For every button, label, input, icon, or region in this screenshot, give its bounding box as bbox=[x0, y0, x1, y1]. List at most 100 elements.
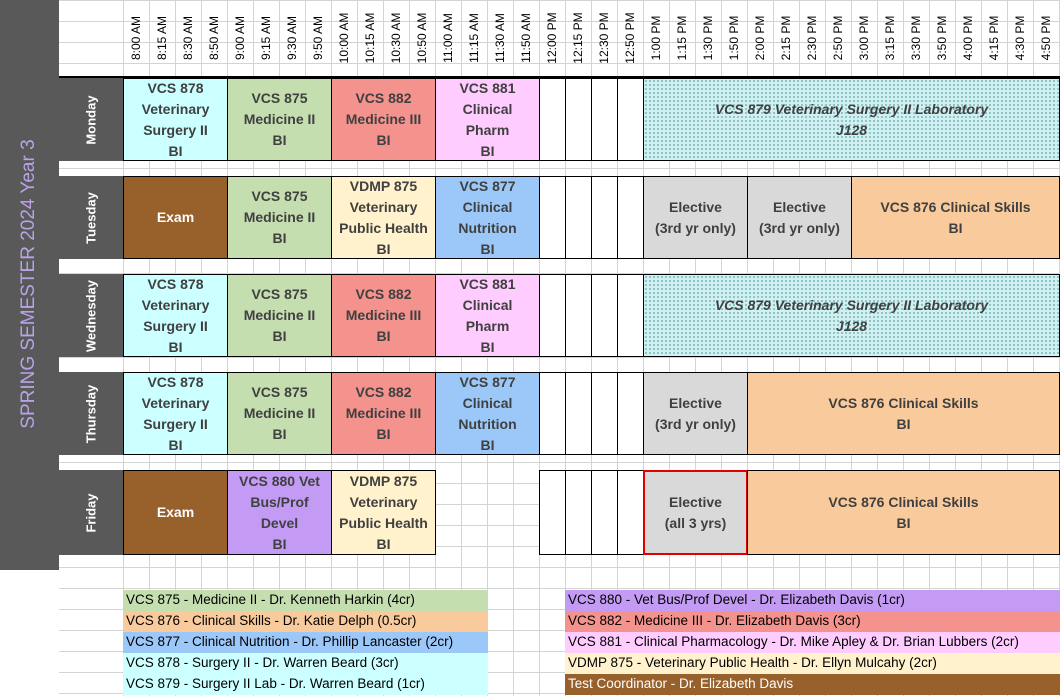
block-text: VCS 882 Medicine III BI bbox=[345, 286, 422, 344]
block-tuesday-exam[interactable]: Exam bbox=[123, 176, 228, 259]
time-label-text: 12:15 PM bbox=[571, 12, 585, 64]
grid-hline bbox=[59, 357, 1060, 358]
time-label: 8:50 AM bbox=[201, 0, 227, 76]
time-label-text: 10:30 AM bbox=[389, 12, 403, 64]
time-label-text: 11:50 AM bbox=[519, 13, 533, 63]
block-text: VCS 878 Veterinary Surgery II BI bbox=[141, 79, 210, 159]
empty-slot bbox=[591, 176, 618, 259]
time-label: 3:30 PM bbox=[903, 0, 929, 76]
block-monday-medicine2[interactable]: VCS 875 Medicine II BI bbox=[227, 78, 332, 161]
time-label: 11:30 AM bbox=[487, 0, 513, 76]
block-text: VDMP 875 Veterinary Public Health BI bbox=[339, 472, 428, 552]
legend-item-left: VCS 876 - Clinical Skills - Dr. Katie De… bbox=[123, 611, 488, 632]
time-label-text: 4:30 PM bbox=[1013, 15, 1027, 61]
block-tuesday-clinical-skills[interactable]: VCS 876 Clinical Skills BI bbox=[851, 176, 1060, 259]
time-label: 8:00 AM bbox=[123, 0, 149, 76]
empty-slot bbox=[539, 78, 566, 161]
block-friday-elective[interactable]: Elective (all 3 yrs) bbox=[643, 470, 748, 555]
time-label-text: 1:00 PM bbox=[649, 15, 663, 61]
block-wednesday-pharm[interactable]: VCS 881 Clinical Pharm BI bbox=[435, 274, 540, 357]
time-label-text: 9:00 AM bbox=[233, 15, 247, 61]
empty-slot bbox=[539, 274, 566, 357]
block-text: VCS 875 Medicine II BI bbox=[243, 384, 316, 442]
block-tuesday-publichealth[interactable]: VDMP 875 Veterinary Public Health BI bbox=[331, 176, 436, 259]
block-thursday-surgery[interactable]: VCS 878 Veterinary Surgery II BI bbox=[123, 372, 228, 455]
block-wednesday-medicine2[interactable]: VCS 875 Medicine II BI bbox=[227, 274, 332, 357]
time-label-text: 3:15 PM bbox=[883, 15, 897, 61]
empty-slot bbox=[539, 176, 566, 259]
time-label: 1:00 PM bbox=[643, 0, 669, 76]
block-thursday-medicine3[interactable]: VCS 882 Medicine III BI bbox=[331, 372, 436, 455]
legend-item-right: Test Coordinator - Dr. Elizabeth Davis bbox=[565, 674, 1060, 695]
time-label: 1:15 PM bbox=[669, 0, 695, 76]
time-label: 2:15 PM bbox=[773, 0, 799, 76]
block-text: VCS 879 Veterinary Surgery II Laboratory… bbox=[714, 297, 989, 334]
block-thursday-elective[interactable]: Elective (3rd yr only) bbox=[643, 372, 748, 455]
time-label: 11:00 AM bbox=[435, 0, 461, 76]
time-label: 1:50 PM bbox=[721, 0, 747, 76]
empty-slot bbox=[617, 372, 644, 455]
block-tuesday-medicine2[interactable]: VCS 875 Medicine II BI bbox=[227, 176, 332, 259]
time-label-text: 4:00 PM bbox=[961, 15, 975, 61]
empty-slot bbox=[591, 78, 618, 161]
block-text: VCS 877 Clinical Nutrition BI bbox=[458, 177, 517, 257]
time-label: 2:00 PM bbox=[747, 0, 773, 76]
empty-slot bbox=[591, 372, 618, 455]
block-friday-vetbus[interactable]: VCS 880 Vet Bus/Prof Devel BI bbox=[227, 470, 332, 555]
time-label-text: 1:50 PM bbox=[727, 15, 741, 61]
block-text: VCS 882 Medicine III BI bbox=[345, 90, 422, 148]
block-monday-medicine3[interactable]: VCS 882 Medicine III BI bbox=[331, 78, 436, 161]
block-thursday-clinical-skills[interactable]: VCS 876 Clinical Skills BI bbox=[747, 372, 1060, 455]
time-label-text: 12:00 PM bbox=[545, 12, 559, 64]
time-label: 12:00 PM bbox=[539, 0, 565, 76]
time-label-text: 11:30 AM bbox=[493, 13, 507, 63]
day-label-tuesday: Tuesday bbox=[59, 176, 123, 259]
time-label: 3:00 PM bbox=[851, 0, 877, 76]
day-label-monday: Monday bbox=[59, 78, 123, 161]
empty-slot bbox=[539, 372, 566, 455]
day-label-text: Wednesday bbox=[83, 279, 99, 352]
time-label-text: 10:15 AM bbox=[363, 12, 377, 64]
block-wednesday-surgery[interactable]: VCS 878 Veterinary Surgery II BI bbox=[123, 274, 228, 357]
time-label: 9:15 AM bbox=[253, 0, 279, 76]
block-tuesday-elective-2[interactable]: Elective (3rd yr only) bbox=[747, 176, 852, 259]
empty-slot bbox=[617, 274, 644, 357]
block-tuesday-elective-1[interactable]: Elective (3rd yr only) bbox=[643, 176, 748, 259]
time-label: 12:30 PM bbox=[591, 0, 617, 76]
block-text: Elective (3rd yr only) bbox=[655, 394, 736, 432]
block-thursday-medicine2[interactable]: VCS 875 Medicine II BI bbox=[227, 372, 332, 455]
legend-item-left: VCS 878 - Surgery II - Dr. Warren Beard … bbox=[123, 653, 488, 674]
block-monday-lab[interactable]: VCS 879 Veterinary Surgery II Laboratory… bbox=[643, 78, 1060, 161]
time-label-text: 2:15 PM bbox=[779, 15, 793, 61]
time-label-text: 3:30 PM bbox=[909, 15, 923, 61]
legend-item-right: VDMP 875 - Veterinary Public Health - Dr… bbox=[565, 653, 1060, 674]
time-label: 11:50 AM bbox=[513, 0, 539, 76]
time-label-text: 2:00 PM bbox=[753, 15, 767, 61]
grid-hline bbox=[59, 567, 1060, 568]
empty-slot bbox=[565, 372, 592, 455]
block-monday-surgery[interactable]: VCS 878 Veterinary Surgery II BI bbox=[123, 78, 228, 161]
time-label-text: 9:15 AM bbox=[259, 15, 273, 61]
block-text: VCS 878 Veterinary Surgery II BI bbox=[141, 275, 210, 355]
block-text: VCS 879 Veterinary Surgery II Laboratory… bbox=[714, 101, 989, 138]
time-label-text: 1:30 PM bbox=[701, 15, 715, 61]
block-monday-pharm[interactable]: VCS 881 Clinical Pharm BI bbox=[435, 78, 540, 161]
block-thursday-nutrition[interactable]: VCS 877 Clinical Nutrition BI bbox=[435, 372, 540, 455]
time-label: 10:00 AM bbox=[331, 0, 357, 76]
time-label-text: 10:50 AM bbox=[415, 12, 429, 64]
time-label-text: 4:50 PM bbox=[1039, 15, 1053, 61]
time-label-text: 8:00 AM bbox=[129, 15, 143, 61]
block-friday-exam[interactable]: Exam bbox=[123, 470, 228, 555]
block-wednesday-lab[interactable]: VCS 879 Veterinary Surgery II Laboratory… bbox=[643, 274, 1060, 357]
block-wednesday-medicine3[interactable]: VCS 882 Medicine III BI bbox=[331, 274, 436, 357]
block-tuesday-nutrition[interactable]: VCS 877 Clinical Nutrition BI bbox=[435, 176, 540, 259]
legend-item-left: VCS 877 - Clinical Nutrition - Dr. Phill… bbox=[123, 632, 488, 653]
block-friday-publichealth[interactable]: VDMP 875 Veterinary Public Health BI bbox=[331, 470, 436, 555]
legend-item-left: VCS 879 - Surgery II Lab - Dr. Warren Be… bbox=[123, 674, 488, 695]
time-label: 4:00 PM bbox=[955, 0, 981, 76]
time-label: 8:15 AM bbox=[149, 0, 175, 76]
block-text: VCS 877 Clinical Nutrition BI bbox=[458, 373, 517, 453]
legend-item-left: VCS 875 - Medicine II - Dr. Kenneth Hark… bbox=[123, 590, 488, 611]
time-label: 4:15 PM bbox=[981, 0, 1007, 76]
block-friday-clinical-skills[interactable]: VCS 876 Clinical Skills BI bbox=[747, 470, 1060, 555]
